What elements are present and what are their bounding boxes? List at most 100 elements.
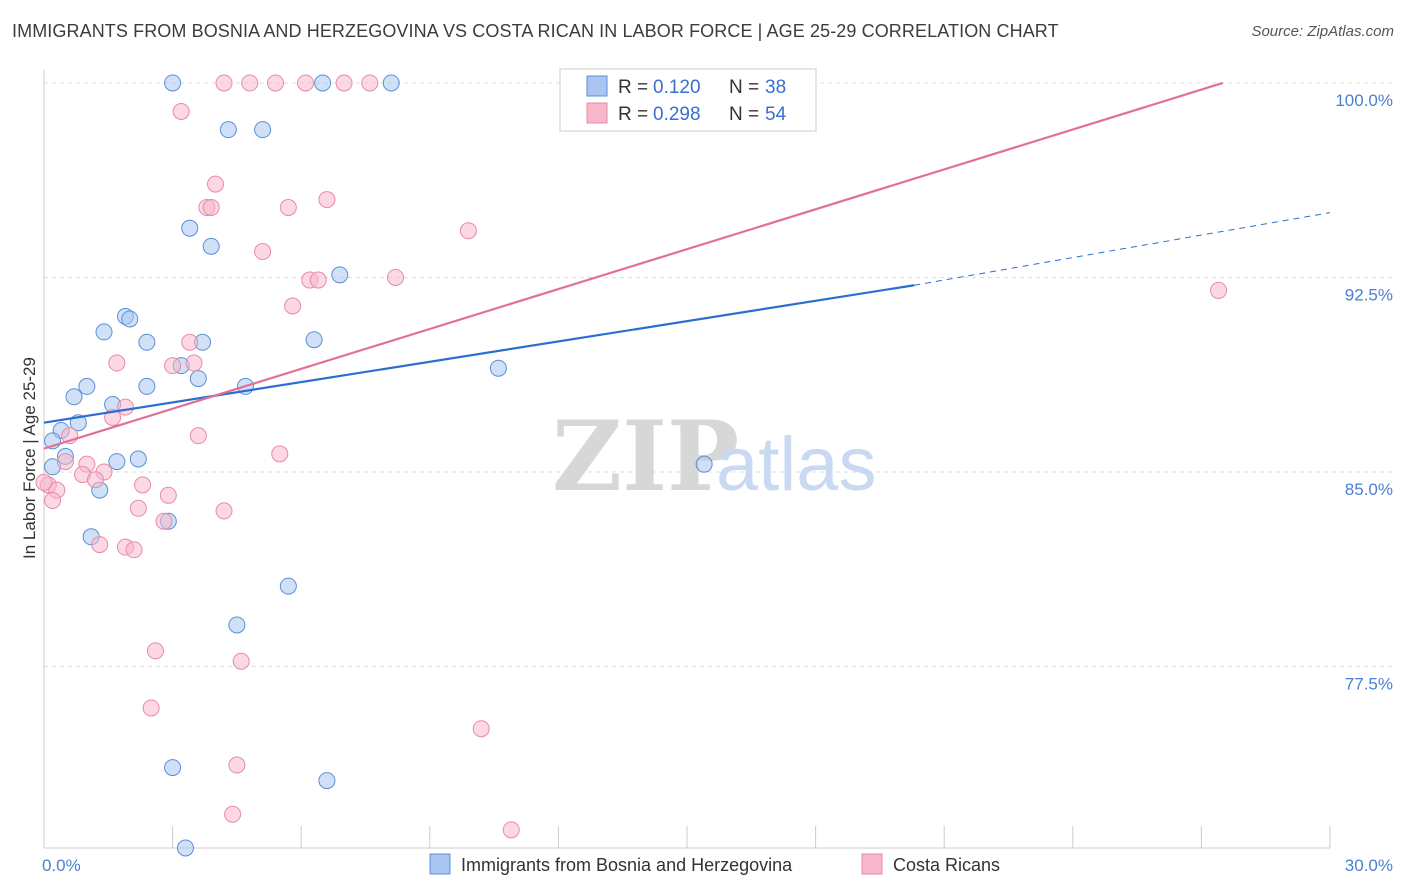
- y-tick-label: 92.5%: [1345, 285, 1393, 304]
- point-costa-rican: [271, 445, 289, 463]
- point-costa-rican: [125, 541, 143, 559]
- series-legend-swatch-pink: [861, 853, 883, 875]
- legend-r-value-blue: 0.120: [653, 77, 701, 98]
- point-bosnia: [202, 237, 220, 255]
- point-costa-rican: [35, 473, 53, 491]
- series-legend-swatch-blue: [429, 853, 451, 875]
- point-bosnia: [219, 121, 237, 139]
- point-bosnia: [138, 377, 156, 395]
- point-costa-rican: [134, 476, 152, 494]
- point-bosnia: [314, 74, 332, 92]
- point-bosnia: [164, 759, 182, 777]
- point-bosnia: [181, 219, 199, 237]
- point-costa-rican: [206, 175, 224, 193]
- chart-source: Source: ZipAtlas.com: [1251, 23, 1394, 40]
- gridlines: [44, 82, 1392, 667]
- point-costa-rican: [142, 699, 160, 717]
- point-costa-rican: [159, 486, 177, 504]
- point-costa-rican: [502, 821, 520, 839]
- point-bosnia: [78, 377, 96, 395]
- point-costa-rican: [232, 652, 250, 670]
- x-tick-label: 0.0%: [42, 856, 81, 875]
- point-costa-rican: [318, 191, 336, 209]
- point-bosnia: [176, 839, 194, 857]
- x-tick-label: 30.0%: [1345, 856, 1393, 875]
- chart-title: IMMIGRANTS FROM BOSNIA AND HERZEGOVINA V…: [12, 21, 1059, 41]
- point-costa-rican: [108, 354, 126, 372]
- point-costa-rican: [309, 271, 327, 289]
- point-bosnia: [279, 577, 297, 595]
- point-bosnia: [189, 370, 207, 388]
- y-tick-label: 77.5%: [1345, 674, 1393, 693]
- trend-line-costa-rican: [43, 81, 1224, 450]
- y-tick-labels: 100.0% 92.5% 85.0% 77.5%: [1335, 91, 1393, 694]
- trend-lines: [43, 81, 1331, 450]
- x-tick-labels: 0.0% 30.0%: [42, 856, 1393, 875]
- legend-r-label-blue: R =: [618, 77, 648, 98]
- point-bosnia: [318, 772, 336, 790]
- point-bosnia: [138, 333, 156, 351]
- point-costa-rican: [181, 333, 199, 351]
- point-costa-rican: [164, 357, 182, 375]
- point-costa-rican: [1210, 281, 1228, 299]
- watermark-atlas: atlas: [716, 422, 877, 507]
- point-bosnia: [305, 331, 323, 349]
- watermark-zip: ZIP: [552, 400, 739, 513]
- point-bosnia: [695, 455, 713, 473]
- point-costa-rican: [296, 74, 314, 92]
- point-costa-rican: [172, 102, 190, 120]
- y-tick-label: 100.0%: [1335, 91, 1393, 110]
- point-costa-rican: [91, 536, 109, 554]
- point-bosnia: [164, 74, 182, 92]
- series-legend-label-blue: Immigrants from Bosnia and Herzegovina: [461, 855, 793, 875]
- point-bosnia: [489, 359, 507, 377]
- point-costa-rican: [228, 756, 246, 774]
- point-costa-rican: [86, 471, 104, 489]
- point-costa-rican: [202, 198, 220, 216]
- y-axis-title: In Labor Force | Age 25-29: [20, 357, 39, 559]
- point-costa-rican: [116, 398, 134, 416]
- point-bosnia: [65, 388, 83, 406]
- point-bosnia: [129, 450, 147, 468]
- point-bosnia: [382, 74, 400, 92]
- point-costa-rican: [224, 805, 242, 823]
- watermark: ZIP atlas: [552, 400, 877, 513]
- axes: [43, 70, 1331, 849]
- legend-swatch-blue: [586, 75, 608, 97]
- point-costa-rican: [335, 74, 353, 92]
- legend-n-label-blue: N =: [729, 77, 759, 98]
- series-legend-label-pink: Costa Ricans: [893, 855, 1000, 875]
- point-costa-rican: [129, 499, 147, 517]
- point-bosnia: [254, 121, 272, 139]
- point-costa-rican: [241, 74, 259, 92]
- point-bosnia: [121, 310, 139, 328]
- point-costa-rican: [44, 491, 62, 509]
- point-costa-rican: [279, 198, 297, 216]
- point-costa-rican: [459, 222, 477, 240]
- correlation-legend: R = 0.120 N = 38 R = 0.298 N = 54: [559, 68, 817, 132]
- legend-r-value-pink: 0.298: [653, 104, 701, 125]
- legend-swatch-pink: [586, 102, 608, 124]
- point-costa-rican: [266, 74, 284, 92]
- point-bosnia: [108, 453, 126, 471]
- point-costa-rican: [155, 512, 173, 530]
- point-bosnia: [95, 323, 113, 341]
- point-costa-rican: [185, 354, 203, 372]
- point-costa-rican: [215, 502, 233, 520]
- y-tick-label: 85.0%: [1345, 480, 1393, 499]
- point-bosnia: [331, 266, 349, 284]
- point-costa-rican: [387, 268, 405, 286]
- point-costa-rican: [254, 243, 272, 261]
- point-costa-rican: [215, 74, 233, 92]
- trend-line-bosnia: [43, 284, 915, 424]
- legend-n-label-pink: N =: [729, 104, 759, 125]
- legend-r-label-pink: R =: [618, 104, 648, 125]
- legend-n-value-pink: 54: [765, 104, 787, 125]
- trend-line-bosnia-extrapolated: [914, 212, 1331, 286]
- point-costa-rican: [56, 453, 74, 471]
- series-legend: Immigrants from Bosnia and Herzegovina C…: [429, 853, 1000, 875]
- point-costa-rican: [472, 720, 490, 738]
- point-costa-rican: [189, 427, 207, 445]
- point-costa-rican: [146, 642, 164, 660]
